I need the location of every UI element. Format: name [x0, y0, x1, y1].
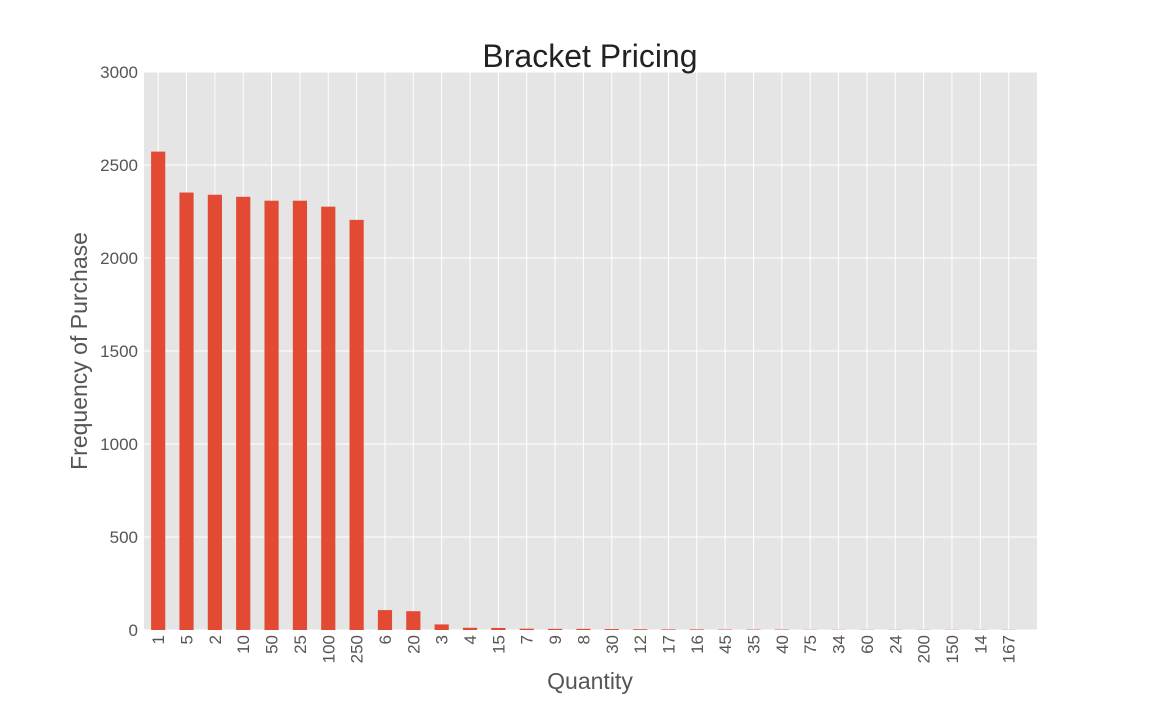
x-tick-label: 250 [348, 635, 367, 663]
bar-250 [349, 219, 364, 630]
bar-17 [661, 629, 676, 630]
x-tick-label: 17 [659, 635, 678, 654]
bar-12 [633, 629, 648, 630]
chart-title: Bracket Pricing [482, 38, 697, 74]
y-tick-label: 0 [129, 621, 138, 640]
x-tick-label: 15 [489, 635, 508, 654]
bar-30 [604, 629, 619, 630]
y-tick-label: 500 [110, 528, 138, 547]
x-tick-label: 6 [376, 635, 395, 644]
bar-9 [547, 628, 563, 630]
bar-8 [576, 628, 591, 630]
x-tick-label: 34 [830, 635, 849, 654]
bar-100 [321, 206, 336, 630]
x-tick-label: 10 [234, 635, 253, 654]
x-axis-label: Quantity [547, 668, 633, 694]
y-tick-label: 2000 [100, 249, 138, 268]
x-tick-label: 24 [886, 635, 905, 654]
x-tick-label: 14 [971, 635, 990, 654]
y-tick-label: 1500 [100, 342, 138, 361]
x-tick-label: 7 [518, 635, 537, 644]
y-tick-label: 2500 [100, 156, 138, 175]
x-tick-label: 3 [433, 635, 452, 644]
bar-16 [689, 629, 704, 630]
bar-15 [491, 627, 506, 630]
x-tick-label: 50 [263, 635, 282, 654]
bar-20 [406, 611, 421, 630]
x-tick-label: 100 [319, 635, 338, 663]
bar-3 [434, 624, 449, 630]
x-tick-label: 9 [546, 635, 565, 644]
x-tick-label: 20 [404, 635, 423, 654]
bar-5 [179, 192, 194, 630]
x-tick-label: 45 [716, 635, 735, 654]
x-tick-label: 75 [801, 635, 820, 654]
bar-6 [377, 610, 393, 630]
x-tick-label: 35 [745, 635, 764, 654]
bar-4 [462, 627, 478, 630]
bar-1 [151, 151, 166, 630]
x-tick-label: 60 [858, 635, 877, 654]
x-tick-label: 30 [603, 635, 622, 654]
x-tick-label: 12 [631, 635, 650, 654]
x-tick-label: 16 [688, 635, 707, 654]
bar-2 [207, 194, 222, 630]
y-axis-label: Frequency of Purchase [66, 232, 92, 470]
bar-50 [264, 200, 279, 630]
y-tick-label: 1000 [100, 435, 138, 454]
x-tick-label: 150 [943, 635, 962, 663]
x-tick-label: 8 [574, 635, 593, 644]
x-tick-label: 1 [149, 635, 168, 644]
bar-25 [292, 200, 308, 630]
bars [151, 151, 1016, 630]
x-tick-label: 4 [461, 635, 480, 644]
y-tick-label: 3000 [100, 63, 138, 82]
x-axis-ticks: 1 5 2 10 50 25 100 250 6 20 3 4 15 7 9 8 30 12 17 16 45 35 40 7… [149, 635, 1018, 663]
x-tick-label: 200 [915, 635, 934, 663]
x-tick-label: 25 [291, 635, 310, 654]
x-tick-label: 5 [178, 635, 197, 644]
bar-7 [519, 628, 534, 630]
x-tick-label: 40 [773, 635, 792, 654]
y-axis-ticks: 0 500 1000 1500 2000 2500 3000 [100, 63, 138, 640]
bar-10 [236, 196, 251, 630]
x-tick-label: 167 [1000, 635, 1019, 663]
x-tick-label: 2 [206, 635, 225, 644]
